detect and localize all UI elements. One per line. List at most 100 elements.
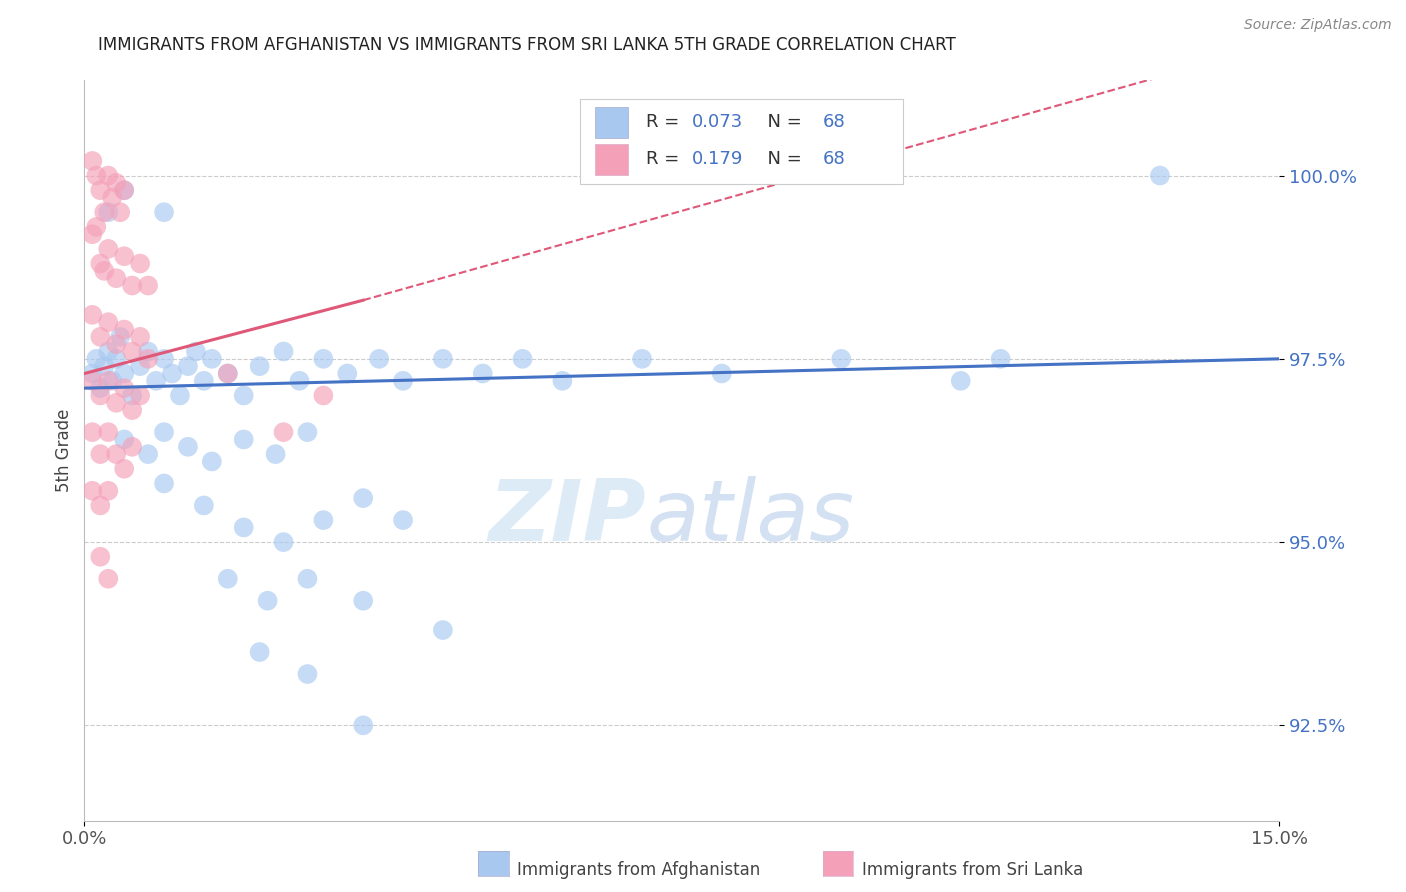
Text: Source: ZipAtlas.com: Source: ZipAtlas.com — [1244, 18, 1392, 32]
Point — [288, 374, 311, 388]
Point — [105, 351, 128, 366]
Point — [136, 351, 159, 366]
Point — [1149, 169, 1171, 183]
Point — [97, 344, 120, 359]
Point — [112, 381, 135, 395]
Point — [352, 718, 374, 732]
Point — [89, 183, 111, 197]
Point — [432, 351, 454, 366]
Point — [392, 513, 415, 527]
Point — [121, 403, 143, 417]
Point — [112, 183, 135, 197]
Point — [89, 388, 111, 402]
Text: 0.179: 0.179 — [692, 151, 742, 169]
Point — [232, 433, 254, 447]
Point — [101, 190, 124, 204]
Point — [217, 367, 239, 381]
Point — [264, 447, 287, 461]
Point — [949, 374, 972, 388]
Point — [136, 278, 159, 293]
Point — [112, 433, 135, 447]
Point — [352, 593, 374, 607]
Point — [82, 425, 104, 439]
Point — [136, 344, 159, 359]
Point — [112, 367, 135, 381]
Point — [551, 374, 574, 388]
Point — [86, 219, 108, 234]
FancyBboxPatch shape — [595, 107, 628, 138]
Point — [297, 667, 319, 681]
Point — [82, 374, 104, 388]
Point — [112, 462, 135, 476]
Point — [105, 396, 128, 410]
Point — [89, 549, 111, 564]
Point — [201, 351, 224, 366]
Point — [82, 367, 104, 381]
Point — [512, 351, 534, 366]
Point — [121, 344, 143, 359]
Point — [129, 388, 152, 402]
Text: atlas: atlas — [647, 475, 853, 558]
Point — [201, 454, 224, 468]
Point — [112, 249, 135, 263]
Text: 68: 68 — [823, 151, 845, 169]
Point — [273, 535, 295, 549]
Point — [89, 256, 111, 270]
Text: R =: R = — [647, 151, 685, 169]
Point — [93, 205, 115, 219]
Point — [336, 367, 359, 381]
Point — [112, 183, 135, 197]
Point — [153, 205, 176, 219]
Point — [830, 351, 852, 366]
Point — [193, 374, 215, 388]
Point — [82, 308, 104, 322]
Point — [121, 440, 143, 454]
Point — [256, 593, 278, 607]
Point — [89, 330, 111, 344]
Text: ZIP: ZIP — [488, 475, 647, 558]
Point — [89, 499, 111, 513]
Point — [249, 359, 271, 373]
Point — [121, 278, 143, 293]
Point — [93, 359, 115, 373]
Point — [93, 264, 115, 278]
Text: 0.073: 0.073 — [692, 113, 742, 131]
Text: N =: N = — [756, 151, 807, 169]
Point — [184, 344, 207, 359]
Text: IMMIGRANTS FROM AFGHANISTAN VS IMMIGRANTS FROM SRI LANKA 5TH GRADE CORRELATION C: IMMIGRANTS FROM AFGHANISTAN VS IMMIGRANT… — [98, 36, 956, 54]
Point — [97, 483, 120, 498]
Point — [121, 388, 143, 402]
Point — [990, 351, 1012, 366]
Point — [105, 447, 128, 461]
Point — [82, 227, 104, 242]
Text: Immigrants from Sri Lanka: Immigrants from Sri Lanka — [862, 861, 1083, 879]
Point — [86, 351, 108, 366]
Point — [312, 388, 335, 402]
Point — [105, 176, 128, 190]
Text: N =: N = — [756, 113, 807, 131]
Point — [153, 425, 176, 439]
Point — [169, 388, 191, 402]
Point — [105, 337, 128, 351]
Point — [82, 483, 104, 498]
Point — [631, 351, 654, 366]
Point — [249, 645, 271, 659]
Point — [312, 351, 335, 366]
FancyBboxPatch shape — [581, 99, 903, 184]
Point — [217, 572, 239, 586]
Point — [129, 359, 152, 373]
Point — [471, 367, 494, 381]
Point — [177, 359, 200, 373]
Point — [110, 205, 132, 219]
Point — [432, 623, 454, 637]
Point — [232, 388, 254, 402]
Point — [232, 520, 254, 534]
Point — [297, 572, 319, 586]
Point — [110, 330, 132, 344]
Point — [97, 572, 120, 586]
Point — [97, 315, 120, 329]
Point — [97, 169, 120, 183]
Text: 68: 68 — [823, 113, 845, 131]
Point — [129, 256, 152, 270]
Point — [153, 476, 176, 491]
